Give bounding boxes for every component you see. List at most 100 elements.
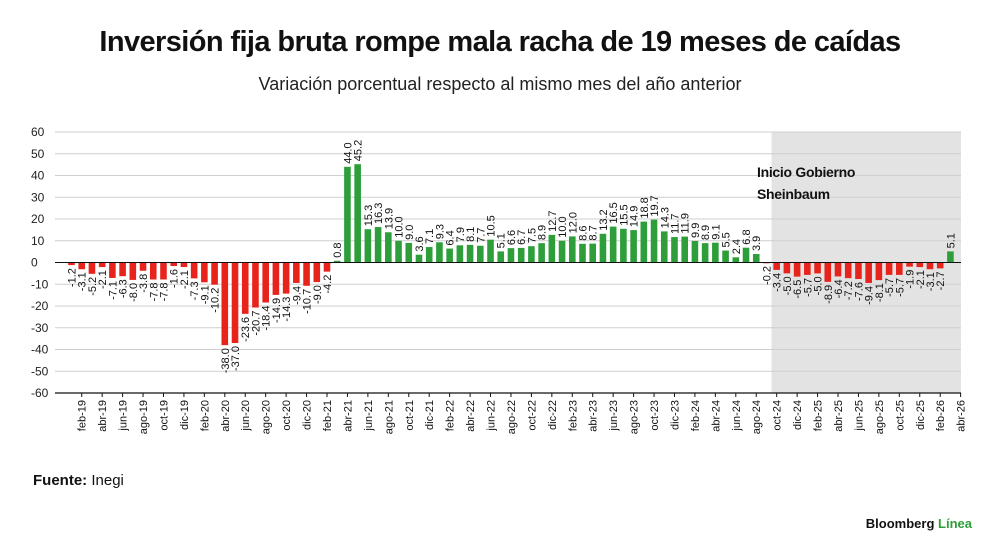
data-label: -0.2 bbox=[761, 266, 773, 285]
data-label: 9.3 bbox=[434, 224, 446, 239]
y-tick-label: 30 bbox=[31, 190, 45, 204]
x-tick-label: abr-21 bbox=[342, 400, 354, 432]
bar bbox=[252, 262, 259, 308]
bar bbox=[477, 245, 484, 263]
data-label: -2.1 bbox=[915, 270, 927, 289]
brand-logo: Bloomberg Línea bbox=[866, 516, 972, 531]
bar bbox=[446, 248, 453, 263]
bar bbox=[722, 250, 729, 263]
data-label: -7.1 bbox=[107, 281, 119, 300]
x-tick-label: ago-19 bbox=[138, 400, 150, 434]
bar bbox=[354, 164, 361, 263]
y-tick-label: -40 bbox=[31, 343, 49, 357]
data-label: 19.7 bbox=[649, 195, 661, 216]
data-label: 13.9 bbox=[383, 208, 395, 229]
x-tick-label: ago-20 bbox=[261, 400, 273, 434]
bar bbox=[926, 262, 934, 270]
bar bbox=[466, 244, 474, 263]
data-label: 16.5 bbox=[608, 202, 620, 223]
data-label: 14.9 bbox=[629, 206, 641, 227]
x-tick-label: dic-25 bbox=[915, 400, 927, 430]
y-tick-label: -20 bbox=[31, 299, 49, 313]
x-tick-label: ago-23 bbox=[629, 400, 641, 434]
x-tick-label: abr-22 bbox=[465, 400, 477, 432]
sheinbaum-annotation: Inicio Gobierno bbox=[757, 164, 855, 180]
data-label: 9.0 bbox=[404, 225, 416, 240]
data-label: 6.8 bbox=[741, 229, 753, 244]
data-label: 7.7 bbox=[475, 227, 487, 242]
bar bbox=[405, 242, 413, 263]
data-label: 10.5 bbox=[486, 215, 498, 236]
data-label: -37.0 bbox=[230, 346, 242, 371]
x-tick-label: abr-23 bbox=[588, 400, 600, 432]
data-label: -6.3 bbox=[118, 279, 130, 298]
data-label: -14.9 bbox=[271, 298, 283, 323]
data-label: -8.1 bbox=[874, 283, 886, 302]
x-tick-label: feb-20 bbox=[199, 400, 211, 431]
data-label: 12.7 bbox=[547, 210, 559, 231]
x-tick-label: oct-25 bbox=[894, 400, 906, 431]
data-label: -3.1 bbox=[925, 272, 937, 291]
y-tick-label: 20 bbox=[31, 212, 45, 226]
bar bbox=[855, 262, 862, 280]
data-label: 7.1 bbox=[424, 229, 436, 244]
x-tick-label: dic-24 bbox=[792, 400, 804, 430]
bar bbox=[323, 262, 331, 272]
bar bbox=[804, 262, 811, 275]
data-label: 10.0 bbox=[557, 216, 569, 237]
bar bbox=[374, 227, 382, 263]
data-label: -1.6 bbox=[169, 269, 181, 288]
data-label: 2.4 bbox=[731, 239, 743, 254]
data-label: -6.4 bbox=[833, 279, 845, 298]
bar bbox=[783, 262, 791, 274]
bar bbox=[517, 247, 525, 263]
y-tick-label: 10 bbox=[31, 234, 45, 248]
x-tick-label: ago-21 bbox=[383, 400, 395, 434]
bar bbox=[221, 262, 229, 346]
y-tick-label: -60 bbox=[31, 386, 49, 400]
data-label: -9.1 bbox=[199, 285, 211, 304]
bar bbox=[579, 243, 586, 263]
bar bbox=[824, 262, 832, 282]
x-tick-label: abr-20 bbox=[220, 400, 232, 432]
data-label: -5.2 bbox=[87, 277, 99, 296]
gridlines bbox=[55, 131, 961, 394]
data-label: 12.0 bbox=[567, 212, 579, 233]
data-label: -20.7 bbox=[250, 311, 262, 336]
bar bbox=[947, 251, 954, 263]
data-label: -5.7 bbox=[884, 278, 896, 297]
bar bbox=[385, 232, 392, 263]
bar bbox=[671, 237, 678, 263]
bar bbox=[916, 262, 924, 268]
data-label: -38.0 bbox=[220, 348, 232, 373]
bar bbox=[609, 226, 617, 263]
data-label: 5.1 bbox=[496, 233, 508, 248]
bar bbox=[712, 242, 719, 263]
bar bbox=[936, 262, 944, 269]
x-tick-label: oct-22 bbox=[526, 400, 538, 431]
data-label: -7.2 bbox=[843, 281, 855, 300]
data-label: 18.8 bbox=[639, 197, 651, 218]
bar bbox=[190, 262, 198, 279]
bar bbox=[681, 236, 688, 263]
data-label: 9.1 bbox=[710, 224, 722, 239]
x-tick-label: oct-24 bbox=[772, 400, 784, 431]
data-label: 5.1 bbox=[945, 233, 957, 248]
bar bbox=[201, 262, 208, 283]
x-tick-label: abr-24 bbox=[710, 400, 722, 432]
bar bbox=[599, 233, 607, 263]
x-tick-label: dic-23 bbox=[669, 400, 681, 430]
bar bbox=[436, 242, 443, 263]
bar bbox=[548, 234, 556, 263]
y-tick-label: -10 bbox=[31, 277, 49, 291]
y-axis: 60 50 40 30 20 10 0 -10 -20 -30 -40 -50 -60 bbox=[31, 125, 49, 400]
x-tick-label: oct-19 bbox=[158, 400, 170, 431]
bar bbox=[282, 262, 290, 294]
x-tick-label: ago-24 bbox=[751, 400, 763, 434]
bar bbox=[364, 229, 372, 263]
bar bbox=[620, 228, 627, 263]
bar bbox=[568, 236, 576, 263]
bar bbox=[109, 262, 116, 278]
data-label: -2.1 bbox=[97, 270, 109, 289]
x-tick-label: feb-19 bbox=[77, 400, 89, 431]
